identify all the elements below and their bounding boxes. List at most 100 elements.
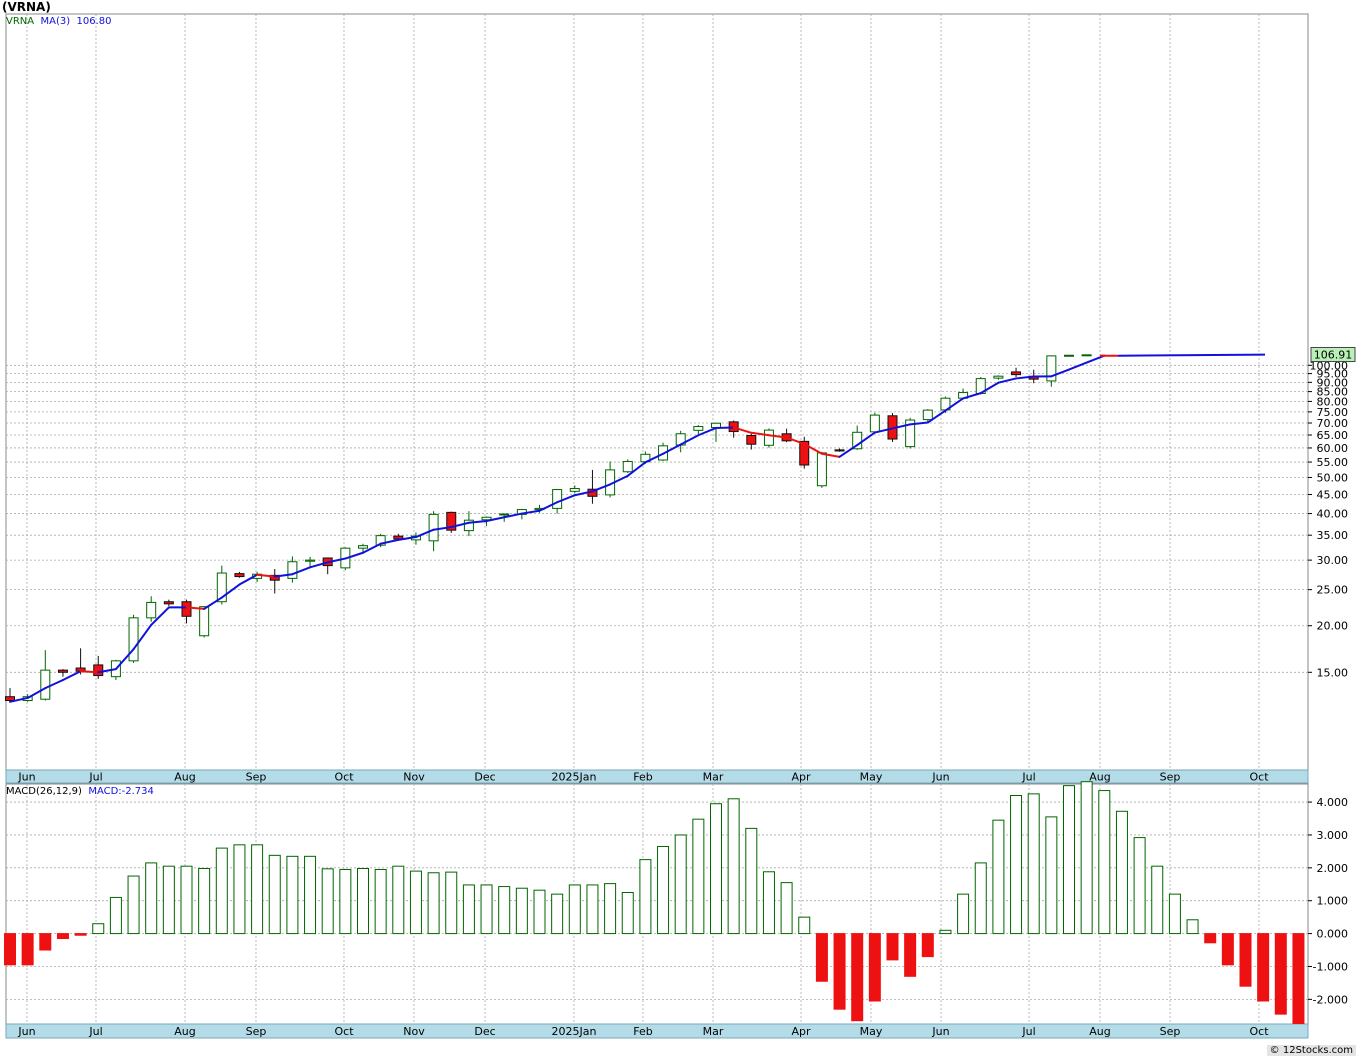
macd-bar [163,866,174,933]
macd-bar [393,866,404,933]
macd-x-tick-label: Aug [1089,1025,1110,1038]
price-x-tick-label: Apr [791,771,811,784]
candle-body [1065,355,1074,356]
macd-x-tick-label: Jul [88,1025,102,1038]
macd-bar [799,917,810,933]
price-x-tick-label: Jun [17,771,35,784]
macd-bar [1205,934,1216,943]
price-x-tick-label: Oct [334,771,354,784]
price-x-tick-label: Jul [88,771,102,784]
macd-bar [658,846,669,933]
ma-extension [1118,355,1265,356]
macd-bar [958,894,969,933]
macd-bar [305,856,316,933]
macd-bar [446,872,457,933]
price-x-tick-label: Aug [174,771,195,784]
macd-x-tick-label: 2025Jan [552,1025,597,1038]
candle-body [306,560,315,561]
candle-body [58,670,67,672]
macd-bar [552,894,563,933]
macd-bar [287,856,298,933]
price-tick-label: 25.00 [1317,584,1349,597]
candle-body [553,490,562,509]
candle-body [235,574,244,577]
chart-title: (VRNA) [2,0,51,14]
price-x-tick-label: Mar [703,771,724,784]
price-tick-label: 15.00 [1317,666,1349,679]
macd-x-tick-label: Oct [334,1025,354,1038]
legend-ma-label: MA(3) [40,16,70,27]
macd-bar [711,804,722,934]
candle-body [747,436,756,445]
macd-bar [1169,894,1180,933]
price-x-tick-label: Jun [931,771,949,784]
macd-bar [746,828,757,933]
price-tick-label: 65.00 [1317,429,1349,442]
macd-bar [1275,934,1286,1015]
macd-tick-label: 2.000 [1317,862,1349,875]
candle-body [712,423,721,427]
candle-body [129,618,138,661]
macd-bar [463,885,474,934]
macd-bar [5,934,16,965]
macd-bar [57,934,68,939]
candle-body [429,514,438,540]
macd-bar [834,934,845,1010]
candle-body [923,410,932,419]
macd-bar [975,863,986,934]
macd-legend: MACD(26,12,9) MACD:-2.734 [6,786,154,797]
macd-bar [1116,811,1127,933]
macd-tick-label: -1.000 [1313,960,1348,973]
macd-bar [269,855,280,933]
macd-bar [1222,934,1233,965]
macd-x-tick-label: Nov [403,1025,425,1038]
macd-legend-value: MACD:-2.734 [88,786,154,797]
price-panel [6,14,1308,770]
macd-bar [763,872,774,934]
macd-bar [993,820,1004,933]
candle-body [94,665,103,676]
candle-body [359,546,368,548]
candle-body [764,430,773,445]
macd-bar [234,845,245,934]
price-x-tick-label: Sep [246,771,267,784]
macd-bar [428,873,439,934]
macd-bar [534,890,545,933]
price-x-tick-label: 2025Jan [552,771,597,784]
macd-legend-label: MACD(26,12,9) [6,786,82,797]
macd-bar [728,799,739,934]
macd-bar [781,883,792,934]
macd-bar [1011,796,1022,934]
price-x-tick-label: Sep [1160,771,1181,784]
macd-x-tick-label: Jun [17,1025,35,1038]
macd-bar [75,934,86,936]
price-tick-label: 55.00 [1317,456,1349,469]
candle-body [500,514,509,515]
legend-ma-value: 106.80 [76,16,111,27]
macd-bar [1134,838,1145,934]
price-tick-label: 70.00 [1317,417,1349,430]
macd-bar [1240,934,1251,987]
macd-bar [605,884,616,934]
legend-symbol: VRNA [6,16,34,27]
price-x-tick-label: Oct [1249,771,1269,784]
macd-tick-label: 1.000 [1317,895,1349,908]
macd-bar [216,848,227,933]
price-tick-label: 30.00 [1317,554,1349,567]
macd-bar [1081,782,1092,934]
candle-body [1012,372,1021,375]
macd-tick-label: 3.000 [1317,829,1349,842]
macd-x-tick-label: Mar [703,1025,724,1038]
price-x-tick-label: Feb [633,771,652,784]
macd-bar [516,888,527,933]
price-x-tick-label: Jul [1021,771,1035,784]
candle-body [41,670,50,699]
macd-bar [905,934,916,977]
macd-bar [358,868,369,933]
macd-tick-label: 4.000 [1317,796,1349,809]
candle-body [147,602,156,617]
macd-bar [93,924,104,934]
macd-bar [587,885,598,934]
macd-bar [1046,817,1057,934]
